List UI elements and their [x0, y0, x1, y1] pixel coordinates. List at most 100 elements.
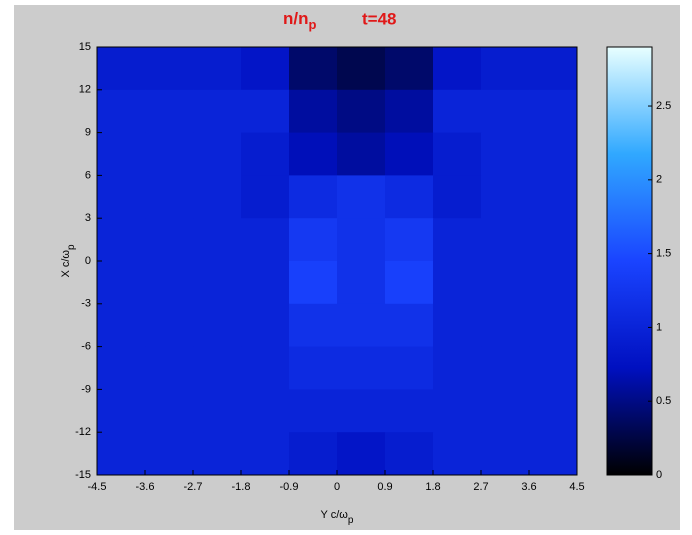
- y-tick-label: 3: [85, 212, 91, 224]
- heat-cell: [289, 261, 338, 305]
- x-tick-label: -1.8: [232, 481, 251, 493]
- heat-cell: [241, 218, 290, 262]
- x-tick-label: 2.7: [473, 481, 488, 493]
- colorbar-tick-label: 2.5: [656, 100, 671, 112]
- y-tick-label: 9: [85, 127, 91, 139]
- colorbar-tick-label: 1: [656, 321, 662, 333]
- heat-cell: [241, 389, 290, 433]
- x-label-main: Y c/ω: [321, 509, 349, 521]
- x-tick-label: 1.8: [425, 481, 440, 493]
- y-tick-label: 0: [85, 255, 91, 267]
- heat-cell: [433, 389, 482, 433]
- heat-cell: [97, 389, 146, 433]
- heat-cell: [337, 89, 386, 134]
- heat-cell: [433, 89, 482, 134]
- heat-cell: [529, 303, 578, 348]
- heat-cell: [385, 47, 434, 91]
- heat-cell: [193, 89, 242, 134]
- y-label-main: X c/ω: [60, 250, 72, 278]
- y-label-sub: p: [66, 244, 77, 250]
- heat-cell: [289, 89, 338, 134]
- heat-cell: [97, 175, 146, 219]
- heat-cell: [481, 89, 530, 134]
- heat-cell: [337, 346, 386, 390]
- colorbar-tick-label: 0: [656, 469, 662, 481]
- heat-cell: [433, 346, 482, 390]
- heat-cell: [289, 175, 338, 219]
- heat-cell: [241, 47, 290, 91]
- heat-cell: [289, 389, 338, 433]
- heat-cell: [337, 432, 386, 476]
- heat-cell: [145, 346, 194, 390]
- heat-cell: [241, 261, 290, 305]
- heat-cell: [529, 89, 578, 134]
- heat-cell: [145, 47, 194, 91]
- heat-cell: [385, 303, 434, 348]
- heat-cell: [433, 432, 482, 476]
- heat-cell: [481, 346, 530, 390]
- heat-cell: [241, 303, 290, 348]
- heat-cell: [97, 132, 146, 176]
- colorbar-tick-label: 1.5: [656, 248, 671, 260]
- heat-cell: [385, 389, 434, 433]
- y-tick-label: -15: [75, 469, 91, 481]
- colorbar-tick-label: 0.5: [656, 395, 671, 407]
- heat-cell: [433, 303, 482, 348]
- heat-cell: [97, 218, 146, 262]
- annotation: t=48: [362, 9, 397, 28]
- heat-cell: [145, 303, 194, 348]
- x-tick-label: 0: [334, 481, 340, 493]
- heat-cell: [337, 303, 386, 348]
- heat-cell: [433, 218, 482, 262]
- heat-cell: [145, 389, 194, 433]
- heat-cell: [145, 89, 194, 134]
- heat-cell: [193, 432, 242, 476]
- heat-cell: [433, 132, 482, 176]
- colorbar-tick-label: 2: [656, 174, 662, 186]
- heat-cell: [481, 432, 530, 476]
- heat-cell: [337, 47, 386, 91]
- heat-cell: [193, 132, 242, 176]
- heat-cell: [481, 175, 530, 219]
- heat-cell: [529, 389, 578, 433]
- x-tick-label: 4.5: [569, 481, 584, 493]
- x-label-sub: p: [348, 515, 354, 526]
- heat-cell: [529, 175, 578, 219]
- heat-cell: [529, 132, 578, 176]
- heat-cell: [97, 432, 146, 476]
- heat-cell: [433, 261, 482, 305]
- heat-cell: [193, 261, 242, 305]
- heat-cell: [481, 132, 530, 176]
- heat-cell: [193, 346, 242, 390]
- y-tick-label: 15: [79, 41, 91, 53]
- x-tick-label: -3.6: [136, 481, 155, 493]
- chart-title: n/np: [283, 9, 317, 32]
- heat-cell: [241, 432, 290, 476]
- heat-cell: [385, 346, 434, 390]
- heat-cell: [193, 389, 242, 433]
- heat-cell: [385, 132, 434, 176]
- heat-cell: [289, 218, 338, 262]
- y-tick-label: -9: [81, 383, 91, 395]
- heat-cell: [289, 303, 338, 348]
- heat-cell: [481, 261, 530, 305]
- heat-cell: [97, 303, 146, 348]
- heat-cell: [337, 132, 386, 176]
- heat-cell: [385, 432, 434, 476]
- heat-cell: [241, 132, 290, 176]
- heat-cell: [241, 175, 290, 219]
- heat-cell: [97, 47, 146, 91]
- y-tick-label: 12: [79, 84, 91, 96]
- heat-cell: [97, 261, 146, 305]
- heat-cell: [289, 47, 338, 91]
- heat-cell: [145, 218, 194, 262]
- x-tick-label: 0.9: [377, 481, 392, 493]
- heat-cell: [145, 261, 194, 305]
- heat-cell: [529, 47, 578, 91]
- heat-cell: [481, 389, 530, 433]
- colorbar: [606, 46, 653, 476]
- heat-cell: [433, 47, 482, 91]
- x-tick-label: -4.5: [88, 481, 107, 493]
- heat-cell: [145, 175, 194, 219]
